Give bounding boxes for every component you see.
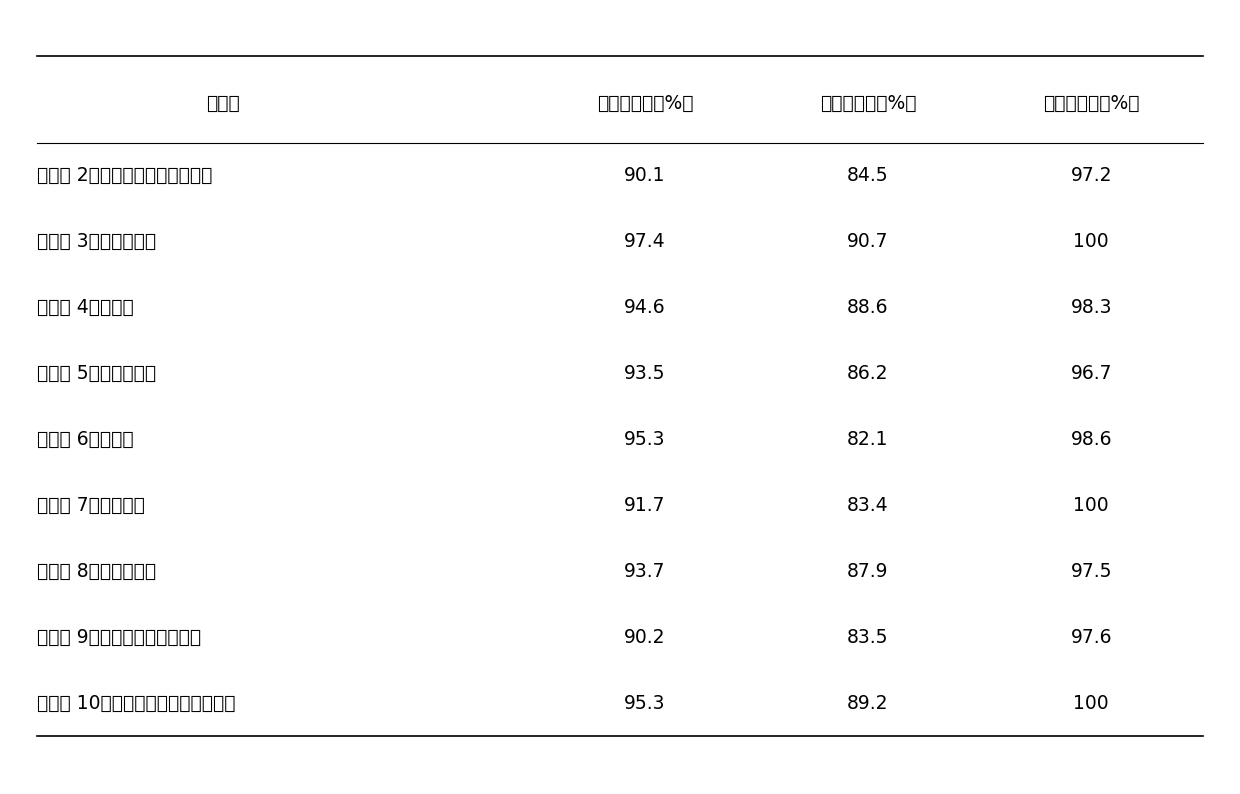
Text: 86.2: 86.2 <box>847 364 889 383</box>
Text: 97.4: 97.4 <box>624 233 666 251</box>
Text: 82.1: 82.1 <box>847 430 889 449</box>
Text: 88.6: 88.6 <box>847 299 889 317</box>
Text: 实施例: 实施例 <box>206 94 241 113</box>
Text: 实施例 9（棉花秸秆、甘蔗渣）: 实施例 9（棉花秸秆、甘蔗渣） <box>37 628 201 646</box>
Text: 97.6: 97.6 <box>1070 628 1112 646</box>
Text: 总氮回收率（%）: 总氮回收率（%） <box>820 94 916 113</box>
Text: 实施例 8（水稻秸秆）: 实施例 8（水稻秸秆） <box>37 562 156 580</box>
Text: 97.2: 97.2 <box>1070 167 1112 185</box>
Text: 93.7: 93.7 <box>624 562 666 580</box>
Text: 实施例 2（玉米秸秆和高粱秸秆）: 实施例 2（玉米秸秆和高粱秸秆） <box>37 167 212 185</box>
Text: 实施例 10（稻壳、木屑和大豆秸秆）: 实施例 10（稻壳、木屑和大豆秸秆） <box>37 694 236 712</box>
Text: 实施例 4（稻壳）: 实施例 4（稻壳） <box>37 299 134 317</box>
Text: 90.1: 90.1 <box>624 167 666 185</box>
Text: 91.7: 91.7 <box>624 496 666 515</box>
Text: 100: 100 <box>1074 233 1109 251</box>
Text: 氨氮回收率（%）: 氨氮回收率（%） <box>596 94 693 113</box>
Text: 98.3: 98.3 <box>1070 299 1112 317</box>
Text: 87.9: 87.9 <box>847 562 889 580</box>
Text: 95.3: 95.3 <box>624 694 666 712</box>
Text: 94.6: 94.6 <box>624 299 666 317</box>
Text: 90.2: 90.2 <box>624 628 666 646</box>
Text: 95.3: 95.3 <box>624 430 666 449</box>
Text: 100: 100 <box>1074 694 1109 712</box>
Text: 90.7: 90.7 <box>847 233 889 251</box>
Text: 83.4: 83.4 <box>847 496 889 515</box>
Text: 97.5: 97.5 <box>1070 562 1112 580</box>
Text: 总磷回收率（%）: 总磷回收率（%） <box>1043 94 1140 113</box>
Text: 98.6: 98.6 <box>1070 430 1112 449</box>
Text: 实施例 7（玉米芯）: 实施例 7（玉米芯） <box>37 496 145 515</box>
Text: 实施例 3（玉米秸秆）: 实施例 3（玉米秸秆） <box>37 233 156 251</box>
Text: 96.7: 96.7 <box>1070 364 1112 383</box>
Text: 84.5: 84.5 <box>847 167 889 185</box>
Text: 实施例 5（小麦秸秆）: 实施例 5（小麦秸秆） <box>37 364 156 383</box>
Text: 83.5: 83.5 <box>847 628 889 646</box>
Text: 93.5: 93.5 <box>624 364 666 383</box>
Text: 实施例 6（木屑）: 实施例 6（木屑） <box>37 430 134 449</box>
Text: 89.2: 89.2 <box>847 694 889 712</box>
Text: 100: 100 <box>1074 496 1109 515</box>
